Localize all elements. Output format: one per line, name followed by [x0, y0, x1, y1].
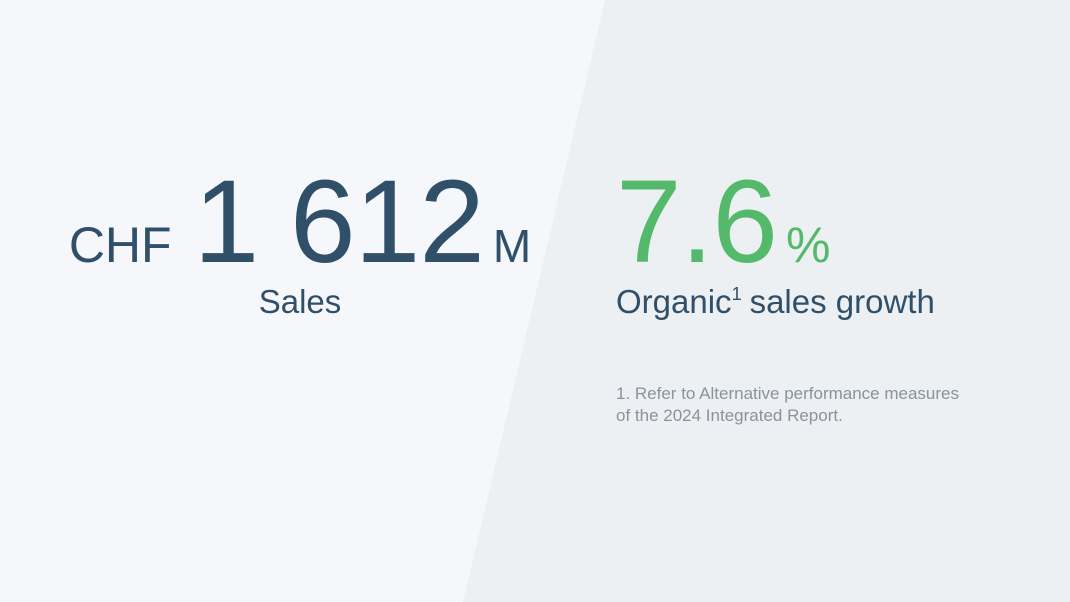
growth-value: 7.6 — [616, 156, 778, 288]
sales-value: 1 612 — [193, 156, 485, 288]
sales-label: Sales — [258, 283, 342, 320]
organic-growth-stat: 7.6 % — [616, 163, 831, 281]
currency-label: CHF — [68, 217, 172, 273]
growth-label-word: Organic — [616, 283, 732, 320]
growth-unit: % — [786, 217, 831, 273]
growth-label: Organic1 sales growth — [616, 283, 935, 320]
sales-unit: M — [492, 220, 532, 272]
footnote-line-2: of the 2024 Integrated Report. — [616, 406, 843, 425]
footnote: 1. Refer to Alternative performance meas… — [616, 383, 959, 427]
growth-label-rest: sales growth — [749, 283, 935, 320]
sales-stat: CHF 1 612 M — [68, 156, 532, 288]
footnote-marker: 1 — [731, 283, 742, 304]
footnote-line-1: 1. Refer to Alternative performance meas… — [616, 384, 959, 403]
